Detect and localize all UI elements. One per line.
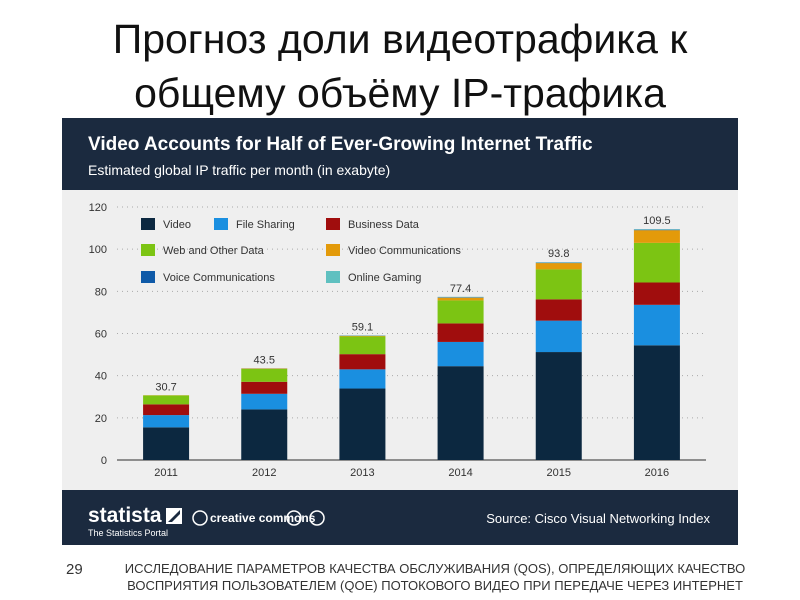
bar-segment-online-gaming	[633, 229, 680, 230]
legend-label: Video Communications	[348, 245, 461, 257]
x-tick-label: 2016	[645, 467, 669, 479]
y-tick-label: 120	[89, 202, 107, 214]
bar-segment-business-data	[241, 381, 288, 394]
footer-line-1: ИССЛЕДОВАНИЕ ПАРАМЕТРОВ КАЧЕСТВА ОБСЛУЖИ…	[124, 561, 746, 576]
bar-segment-web-and-other-data	[437, 300, 484, 324]
x-tick-label: 2013	[350, 467, 374, 479]
y-tick-label: 100	[89, 244, 107, 256]
x-tick-label: 2011	[154, 467, 178, 479]
bar-total-label: 59.1	[352, 321, 373, 333]
chart-title: Video Accounts for Half of Ever-Growing …	[88, 134, 593, 155]
legend-label: Video	[163, 219, 191, 231]
bar-segment-video-communications	[437, 297, 484, 301]
bar-segment-file-sharing	[143, 415, 190, 428]
legend-swatch	[326, 271, 340, 283]
creative-commons-label: creative commons	[210, 511, 316, 525]
legend-label: Business Data	[348, 219, 420, 231]
bar-segment-video	[633, 345, 680, 460]
legend-swatch	[326, 218, 340, 230]
bar-segment-web-and-other-data	[633, 242, 680, 283]
bar-segment-video	[535, 352, 582, 460]
no-derivatives-icon	[309, 510, 325, 526]
stacked-bar-chart: Video Accounts for Half of Ever-Growing …	[62, 118, 738, 545]
legend-swatch	[141, 218, 155, 230]
bar-segment-video	[437, 366, 484, 460]
slide-footer: ИССЛЕДОВАНИЕ ПАРАМЕТРОВ КАЧЕСТВА ОБСЛУЖИ…	[110, 560, 760, 594]
bar-segment-business-data	[535, 299, 582, 321]
y-tick-label: 40	[95, 371, 107, 383]
x-tick-label: 2014	[448, 467, 472, 479]
bar-segment-file-sharing	[241, 393, 288, 410]
chart-header	[62, 118, 738, 190]
bar-total-label: 93.8	[548, 248, 569, 260]
x-tick-label: 2015	[547, 467, 571, 479]
bar-segment-web-and-other-data	[535, 269, 582, 300]
attribution-icon	[286, 510, 302, 526]
bar-segment-file-sharing	[437, 341, 484, 367]
statista-logo: statista	[88, 504, 162, 527]
y-tick-label: 60	[95, 329, 107, 341]
statista-logo-slash-icon	[168, 510, 180, 522]
cc-icon	[192, 510, 208, 526]
legend-label: Online Gaming	[348, 272, 421, 284]
bar-segment-file-sharing	[339, 369, 386, 389]
bar-segment-business-data	[143, 404, 190, 416]
bar-segment-video	[339, 388, 386, 460]
bar-total-label: 77.4	[450, 283, 471, 295]
bar-segment-video-communications	[339, 335, 386, 337]
source-label: Source: Cisco Visual Networking Index	[486, 511, 710, 526]
legend-swatch	[141, 244, 155, 256]
y-tick-label: 80	[95, 286, 107, 298]
y-tick-label: 0	[101, 455, 107, 467]
slide-number: 29	[66, 561, 83, 578]
legend-swatch	[214, 218, 228, 230]
bar-segment-voice-communications	[633, 229, 680, 231]
bar-segment-business-data	[437, 323, 484, 342]
bar-segment-video-communications	[535, 263, 582, 270]
legend-label: File Sharing	[236, 219, 295, 231]
chart-subtitle: Estimated global IP traffic per month (i…	[88, 162, 390, 178]
bar-segment-video	[143, 427, 190, 460]
bar-segment-file-sharing	[633, 304, 680, 346]
bar-total-label: 109.5	[643, 215, 671, 227]
bar-segment-web-and-other-data	[143, 395, 190, 405]
bar-total-label: 43.5	[254, 354, 275, 366]
bar-segment-business-data	[633, 282, 680, 305]
bar-segment-video	[241, 409, 288, 460]
y-tick-label: 20	[95, 413, 107, 425]
x-tick-label: 2012	[252, 467, 276, 479]
legend-swatch	[141, 271, 155, 283]
slide-title-line-1: Прогноз доли видеотрафика к	[112, 16, 688, 62]
bar-segment-file-sharing	[535, 320, 582, 353]
bar-segment-web-and-other-data	[339, 336, 386, 355]
bar-segment-business-data	[339, 354, 386, 370]
footer-line-2: ВОСПРИЯТИЯ ПОЛЬЗОВАТЕЛЕМ (QOE) ПОТОКОВОГ…	[127, 578, 743, 593]
bar-segment-video-communications	[633, 230, 680, 243]
bar-segment-web-and-other-data	[241, 368, 288, 382]
bar-total-label: 30.7	[155, 381, 176, 393]
legend-label: Voice Communications	[163, 272, 275, 284]
legend-swatch	[326, 244, 340, 256]
legend-label: Web and Other Data	[163, 245, 265, 257]
slide-title-line-2: общему объёму IP-трафика	[134, 70, 666, 116]
statista-tagline: The Statistics Portal	[88, 528, 168, 538]
